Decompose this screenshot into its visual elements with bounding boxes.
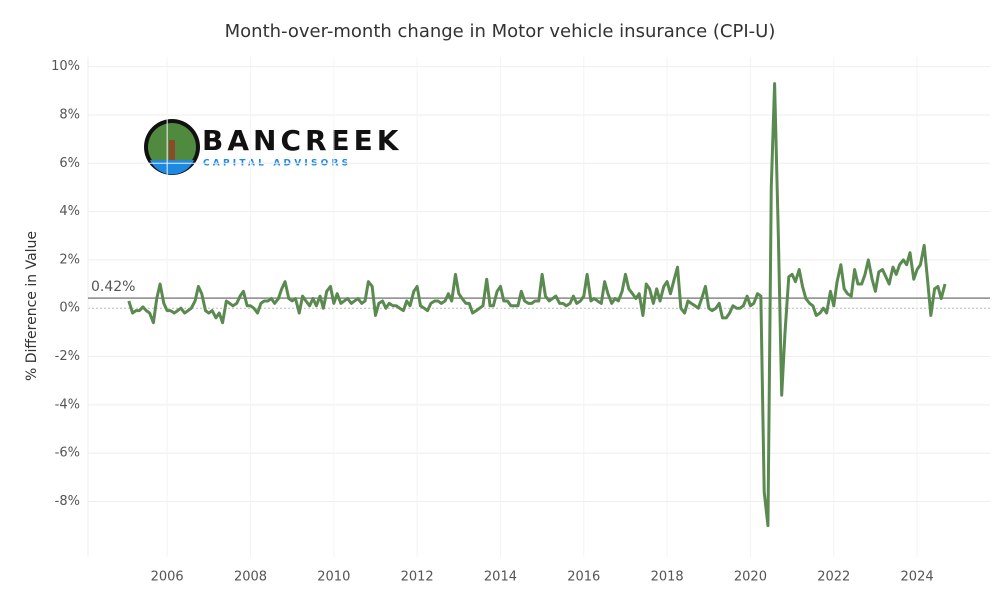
y-tick-label: -6% bbox=[55, 446, 80, 461]
x-tick-label: 2022 bbox=[817, 570, 850, 585]
logo-name: BANCREEK bbox=[202, 124, 403, 157]
y-axis-label: % Difference in Value bbox=[24, 231, 40, 381]
x-tick-label: 2024 bbox=[901, 570, 934, 585]
x-tick-label: 2016 bbox=[567, 570, 600, 585]
y-tick-label: -4% bbox=[55, 397, 80, 412]
x-tick-label: 2014 bbox=[484, 570, 517, 585]
logo-trunk bbox=[169, 140, 175, 160]
x-tick-label: 2010 bbox=[317, 570, 350, 585]
logo-water bbox=[150, 160, 194, 175]
logo: BANCREEK CAPITAL ADVISORS bbox=[144, 119, 403, 175]
y-tick-label: 8% bbox=[59, 107, 80, 122]
y-tick-label: 0% bbox=[59, 301, 80, 316]
y-tick-label: -8% bbox=[55, 494, 80, 509]
y-tick-label: 2% bbox=[59, 252, 80, 267]
y-tick-label: 6% bbox=[59, 156, 80, 171]
chart-title: Month-over-month change in Motor vehicle… bbox=[225, 21, 776, 42]
y-tick-label: 10% bbox=[51, 59, 80, 74]
x-tick-label: 2018 bbox=[651, 570, 684, 585]
y-tick-label: -2% bbox=[55, 349, 80, 364]
y-tick-label: 4% bbox=[59, 204, 80, 219]
x-tick-label: 2006 bbox=[151, 570, 184, 585]
reference-label: 0.42% bbox=[91, 279, 135, 295]
data-line bbox=[127, 82, 947, 528]
x-tick-label: 2012 bbox=[401, 570, 434, 585]
x-tick-label: 2008 bbox=[234, 570, 267, 585]
x-tick-label: 2020 bbox=[734, 570, 767, 585]
